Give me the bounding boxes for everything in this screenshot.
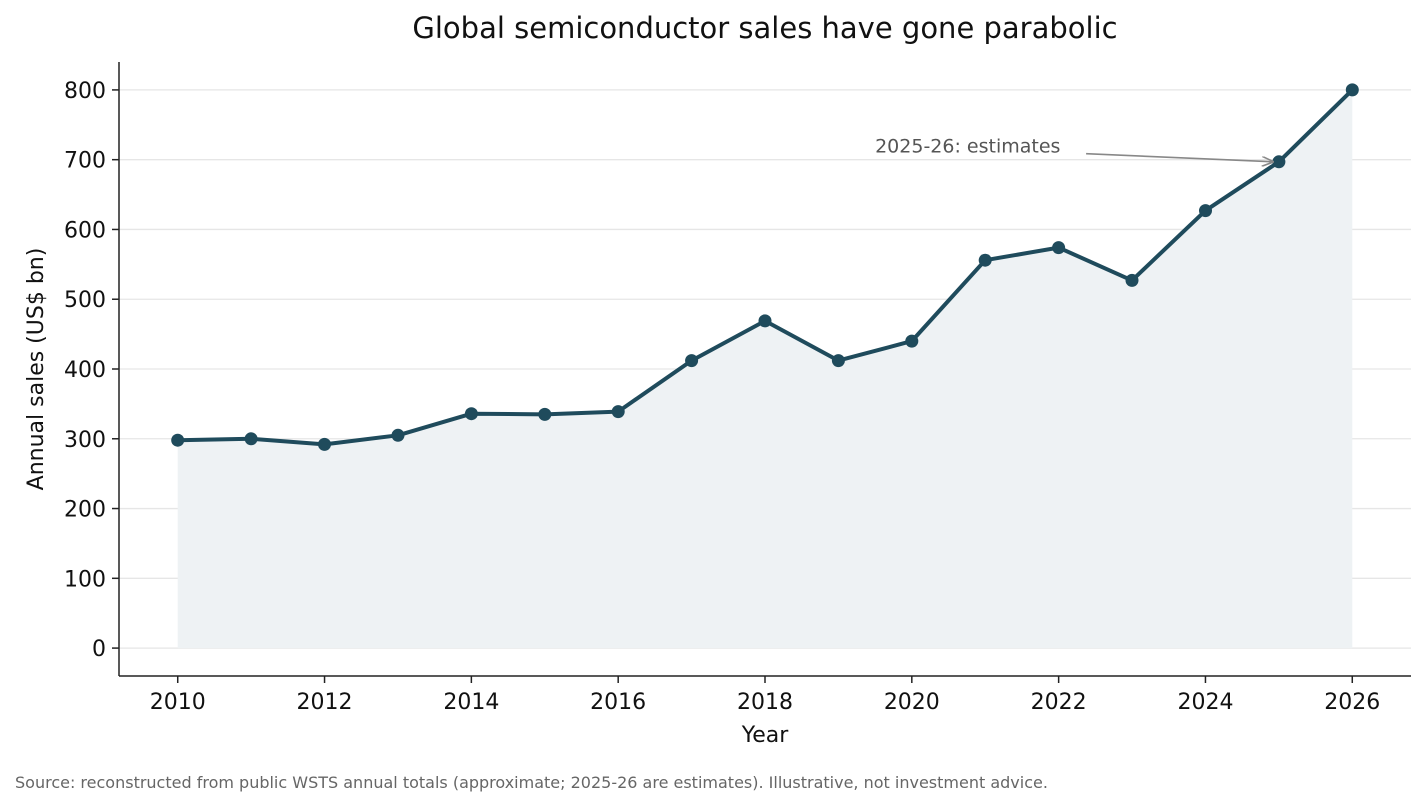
x-tick-label: 2012 — [297, 690, 353, 715]
x-tick-label: 2014 — [443, 690, 499, 715]
data-point — [171, 433, 185, 447]
data-point — [464, 407, 478, 421]
x-tick-label: 2018 — [737, 690, 793, 715]
x-tick-label: 2020 — [884, 690, 940, 715]
data-point — [831, 354, 845, 368]
data-point — [611, 405, 625, 419]
data-point — [318, 437, 331, 451]
data-point — [978, 253, 992, 267]
y-ticks: 0 100 200 300 400 500 600 700 800 — [64, 79, 119, 662]
data-point — [1345, 83, 1359, 97]
data-point — [1199, 204, 1212, 218]
source-note: Source: reconstructed from public WSTS a… — [15, 773, 1048, 792]
data-point — [1125, 273, 1139, 287]
y-tick-label: 500 — [64, 288, 106, 313]
data-point — [1052, 241, 1066, 255]
y-tick-label: 800 — [64, 79, 106, 104]
y-tick-label: 100 — [64, 567, 106, 592]
y-tick-label: 300 — [64, 428, 106, 453]
data-point — [391, 428, 405, 442]
data-point — [905, 334, 919, 348]
x-tick-label: 2016 — [590, 690, 646, 715]
area-fill — [177, 89, 1353, 649]
annotation-text: 2025-26: estimates — [875, 136, 1060, 158]
y-tick-label: 600 — [64, 218, 106, 243]
data-point — [1272, 155, 1286, 169]
x-tick-label: 2010 — [150, 690, 206, 715]
data-points — [171, 83, 1359, 451]
data-point — [244, 432, 258, 446]
x-tick-label: 2022 — [1031, 690, 1087, 715]
y-tick-label: 0 — [92, 637, 106, 662]
y-axis-label: Annual sales (US$ bn) — [24, 248, 49, 491]
y-tick-label: 400 — [64, 358, 106, 383]
data-point — [758, 314, 772, 328]
x-tick-label: 2024 — [1177, 690, 1233, 715]
y-tick-label: 700 — [64, 149, 106, 174]
data-point — [538, 407, 552, 421]
x-ticks: 2010 2012 2014 2016 2018 2020 2022 2024 2026 — [150, 676, 1380, 715]
x-tick-label: 2026 — [1324, 690, 1380, 715]
annotation-arrow — [1086, 152, 1273, 162]
chart-title: Global semiconductor sales have gone par… — [412, 11, 1117, 45]
data-point — [685, 354, 699, 368]
y-tick-label: 200 — [64, 498, 106, 523]
x-axis-label: Year — [741, 723, 790, 748]
